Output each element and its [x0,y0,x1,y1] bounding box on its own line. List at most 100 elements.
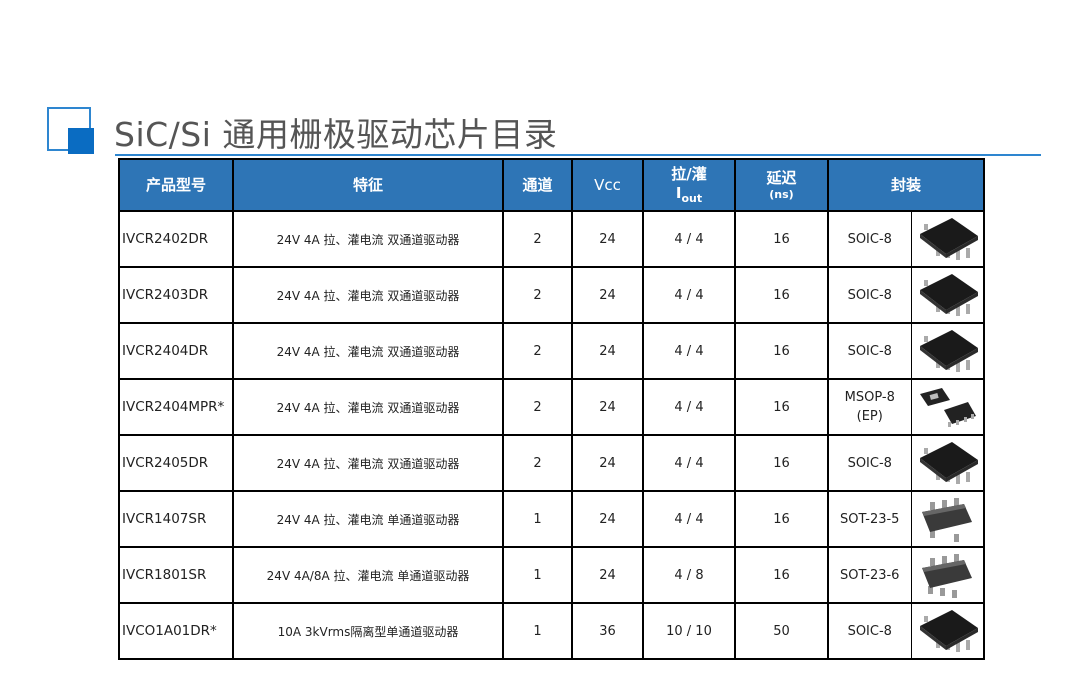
page-title: SiC/Si 通用栅极驱动芯片目录 [114,115,558,154]
cell-channels: 2 [502,434,573,492]
header-iout-sub: out [681,191,703,205]
cell-channels: 1 [502,490,573,548]
soic-8-chip-icon [914,212,980,266]
cell-iout: 4 / 4 [642,378,736,436]
cell-package-image [910,266,985,324]
cell-model: IVCR2404MPR* [118,378,234,436]
cell-vcc: 24 [571,546,644,604]
cell-feature: 24V 4A 拉、灌电流 双通道驱动器 [232,434,504,492]
cell-package: SOIC-8 [827,266,912,324]
cell-delay: 50 [734,602,829,660]
cell-feature: 24V 4A 拉、灌电流 双通道驱动器 [232,266,504,324]
cell-delay: 16 [734,210,829,268]
cell-model: IVCO1A01DR* [118,602,234,660]
package-name: SOIC-8 [847,231,892,247]
cell-iout: 10 / 10 [642,602,736,660]
cell-channels: 1 [502,602,573,660]
cell-package: SOT-23-6 [827,546,912,604]
cell-vcc: 36 [571,602,644,660]
cell-model: IVCR2403DR [118,266,234,324]
cell-package-image [910,378,985,436]
package-name: SOIC-8 [847,623,892,639]
cell-iout: 4 / 4 [642,490,736,548]
cell-feature: 24V 4A 拉、灌电流 双通道驱动器 [232,378,504,436]
cell-model: IVCR1407SR [118,490,234,548]
cell-channels: 2 [502,210,573,268]
cell-package: SOIC-8 [827,322,912,380]
cell-package-image [910,602,985,660]
cell-vcc: 24 [571,434,644,492]
cell-delay: 16 [734,322,829,380]
cell-package-image [910,490,985,548]
cell-feature: 24V 4A/8A 拉、灌电流 单通道驱动器 [232,546,504,604]
cell-feature: 24V 4A 拉、灌电流 双通道驱动器 [232,210,504,268]
cell-iout: 4 / 4 [642,434,736,492]
sot-23-6-chip-icon [914,548,980,602]
cell-channels: 2 [502,322,573,380]
logo-filled-square [68,128,94,154]
sot-23-5-chip-icon [914,492,980,546]
cell-model: IVCR1801SR [118,546,234,604]
table-row: IVCR1801SR 24V 4A/8A 拉、灌电流 单通道驱动器 1 24 4 / 8… [118,546,985,604]
table-row: IVCR2405DR 24V 4A 拉、灌电流 双通道驱动器 2 24 4 / 4 16 S… [118,434,985,492]
cell-delay: 16 [734,378,829,436]
cell-channels: 2 [502,378,573,436]
table-row: IVCR2402DR 24V 4A 拉、灌电流 双通道驱动器 2 24 4 / 4 16 S… [118,210,985,268]
package-name: SOIC-8 [847,343,892,359]
cell-package-image [910,210,985,268]
cell-delay: 16 [734,266,829,324]
header-iout-top: 拉/灌 [671,164,707,183]
cell-iout: 4 / 4 [642,210,736,268]
cell-package: MSOP-8 (EP) [827,378,912,436]
cell-package: SOIC-8 [827,434,912,492]
cell-package-image [910,434,985,492]
package-name: SOT-23-6 [840,567,900,583]
package-name: SOIC-8 [847,455,892,471]
cell-channels: 2 [502,266,573,324]
cell-package-image [910,546,985,604]
product-table: 产品型号 特征 通道 Vcc 拉/灌 Iout 延迟 (ns) 封装 IVCR240… [118,158,985,660]
cell-model: IVCR2405DR [118,434,234,492]
cell-channels: 1 [502,546,573,604]
cell-package: SOIC-8 [827,602,912,660]
cell-vcc: 24 [571,378,644,436]
table-row: IVCO1A01DR* 10A 3kVrms隔离型单通道驱动器 1 36 10 / 10… [118,602,985,660]
soic-8-chip-icon [914,604,980,658]
cell-package: SOT-23-5 [827,490,912,548]
cell-feature: 24V 4A 拉、灌电流 单通道驱动器 [232,490,504,548]
cell-vcc: 24 [571,210,644,268]
cell-iout: 4 / 8 [642,546,736,604]
soic-8-chip-icon [914,436,980,490]
header-delay: 延迟 (ns) [734,158,829,212]
package-name: SOT-23-5 [840,511,900,527]
cell-iout: 4 / 4 [642,266,736,324]
cell-vcc: 24 [571,266,644,324]
table-row: IVCR1407SR 24V 4A 拉、灌电流 单通道驱动器 1 24 4 / 4 16 S… [118,490,985,548]
header-vcc: Vcc [571,158,644,212]
soic-8-chip-icon [914,324,980,378]
package-name: SOIC-8 [847,287,892,303]
cell-package-image [910,322,985,380]
table-header-row: 产品型号 特征 通道 Vcc 拉/灌 Iout 延迟 (ns) 封装 [118,158,985,212]
cell-feature: 10A 3kVrms隔离型单通道驱动器 [232,602,504,660]
header-channels: 通道 [502,158,573,212]
table-row: IVCR2404DR 24V 4A 拉、灌电流 双通道驱动器 2 24 4 / 4 16 S… [118,322,985,380]
header-iout-main: I [675,183,682,202]
cell-model: IVCR2402DR [118,210,234,268]
cell-model: IVCR2404DR [118,322,234,380]
cell-package: SOIC-8 [827,210,912,268]
cell-vcc: 24 [571,322,644,380]
cell-delay: 16 [734,434,829,492]
cell-feature: 24V 4A 拉、灌电流 双通道驱动器 [232,322,504,380]
msop-8-chip-icon [914,380,980,434]
soic-8-chip-icon [914,268,980,322]
cell-iout: 4 / 4 [642,322,736,380]
header-model: 产品型号 [118,158,234,212]
header-package: 封装 [827,158,985,212]
cell-delay: 16 [734,546,829,604]
title-divider [115,154,1041,156]
header-feature: 特征 [232,158,504,212]
header-delay-sub: (ns) [769,187,794,201]
package-name: MSOP-8 [844,390,895,405]
